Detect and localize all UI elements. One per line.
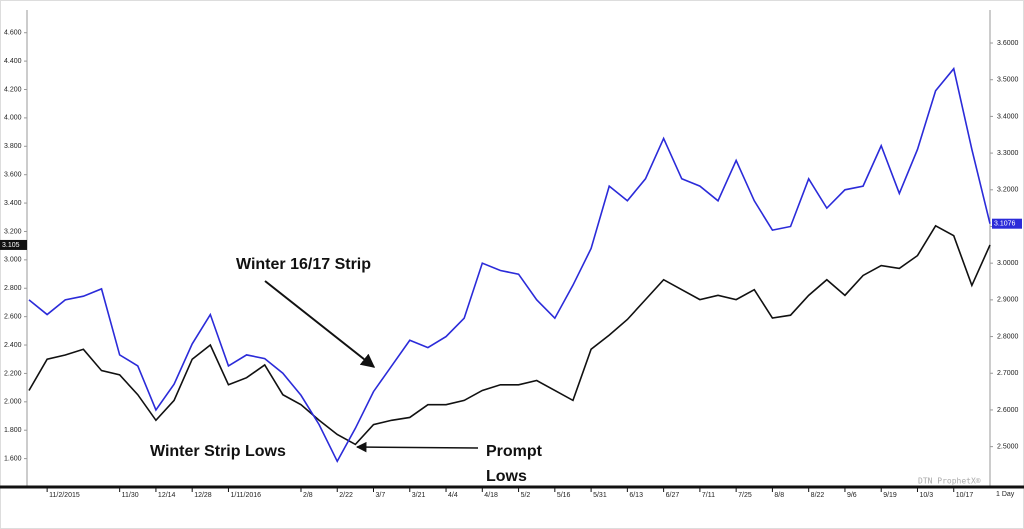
y-tick-label: 3.400 bbox=[4, 200, 22, 207]
x-tick-label: 12/28 bbox=[194, 492, 212, 499]
x-tick-label: 7/11 bbox=[702, 492, 715, 499]
x-tick-label: 10/17 bbox=[956, 492, 974, 499]
y-tick-label: 3.000 bbox=[4, 257, 22, 264]
x-tick-label: 5/2 bbox=[521, 492, 531, 499]
watermark: DTN ProphetX® bbox=[918, 477, 981, 486]
y-tick-label: 2.000 bbox=[4, 399, 22, 406]
x-tick-label: 6/13 bbox=[629, 492, 643, 499]
annotation: Winter 16/17 Strip bbox=[236, 256, 371, 273]
y2-tick-label: 3.4000 bbox=[997, 113, 1019, 120]
x-tick-label: 6/27 bbox=[666, 492, 680, 499]
y2-tick-label: 2.6000 bbox=[997, 407, 1019, 414]
x-tick-label: 2/22 bbox=[339, 492, 353, 499]
y-tick-label: 2.400 bbox=[4, 342, 22, 349]
x-tick-label: 7/25 bbox=[738, 492, 752, 499]
x-tick-label: 11/30 bbox=[122, 492, 139, 499]
annotation: Winter Strip Lows bbox=[150, 443, 286, 460]
y2-tick-label: 2.7000 bbox=[997, 370, 1019, 377]
x-tick-label: 3/21 bbox=[412, 492, 426, 499]
y2-tick-label: 2.5000 bbox=[997, 443, 1019, 450]
x-tick-label: 8/22 bbox=[811, 492, 825, 499]
y-tick-label: 3.200 bbox=[4, 228, 22, 235]
y2-tick-label: 3.2000 bbox=[997, 187, 1019, 194]
x-tick-label: 10/3 bbox=[919, 492, 933, 499]
y-tick-label: 3.800 bbox=[4, 143, 22, 150]
y2-tick-label: 2.8000 bbox=[997, 333, 1019, 340]
y-tick-label: 2.600 bbox=[4, 313, 22, 320]
y2-tick-label: 3.5000 bbox=[997, 77, 1019, 84]
current-value-box bbox=[0, 239, 27, 250]
y-tick-label: 4.600 bbox=[4, 30, 22, 37]
y-tick-label: 2.200 bbox=[4, 370, 22, 377]
y-tick-label: 2.800 bbox=[4, 285, 22, 292]
line bbox=[28, 224, 991, 446]
arrow bbox=[355, 441, 479, 453]
y-tick-label: 4.000 bbox=[4, 115, 22, 122]
x-tick-label: 4/18 bbox=[484, 492, 498, 499]
y2-tick-label: 3.3000 bbox=[997, 150, 1019, 157]
x-tick-label: 2/8 bbox=[303, 492, 313, 499]
y-tick-label: 1.800 bbox=[4, 427, 22, 434]
current-value-label: 3.1076 bbox=[994, 221, 1016, 228]
x-tick-label: 12/14 bbox=[158, 492, 176, 499]
y-tick-label: 4.200 bbox=[4, 86, 22, 93]
y-tick-label: 4.400 bbox=[4, 58, 22, 65]
y2-tick-label: 3.0000 bbox=[997, 260, 1019, 267]
line bbox=[28, 66, 991, 464]
x-tick-label: 8/8 bbox=[774, 492, 784, 499]
y2-tick-label: 3.6000 bbox=[997, 40, 1019, 47]
y2-tick-label: 2.9000 bbox=[997, 297, 1019, 304]
x-tick-label: 11/2/2015 bbox=[49, 492, 80, 499]
x-tick-label: 5/16 bbox=[557, 492, 571, 499]
current-value-box bbox=[992, 218, 1022, 229]
y-tick-label: 3.600 bbox=[4, 172, 22, 179]
x-tick-label: 5/31 bbox=[593, 492, 607, 499]
period-label: 1 Day bbox=[996, 491, 1015, 498]
x-tick-label: 9/6 bbox=[847, 492, 857, 499]
x-tick-label: 1/11/2016 bbox=[230, 492, 261, 499]
arrow bbox=[264, 280, 376, 368]
y-tick-label: 1.600 bbox=[4, 455, 22, 462]
annotation: Prompt bbox=[486, 443, 543, 460]
x-tick-label: 4/4 bbox=[448, 492, 458, 499]
x-tick-label: 3/7 bbox=[376, 492, 386, 499]
x-tick-label: 9/19 bbox=[883, 492, 897, 499]
current-value-label: 3.105 bbox=[2, 242, 20, 249]
annotation: Lows bbox=[486, 468, 527, 485]
